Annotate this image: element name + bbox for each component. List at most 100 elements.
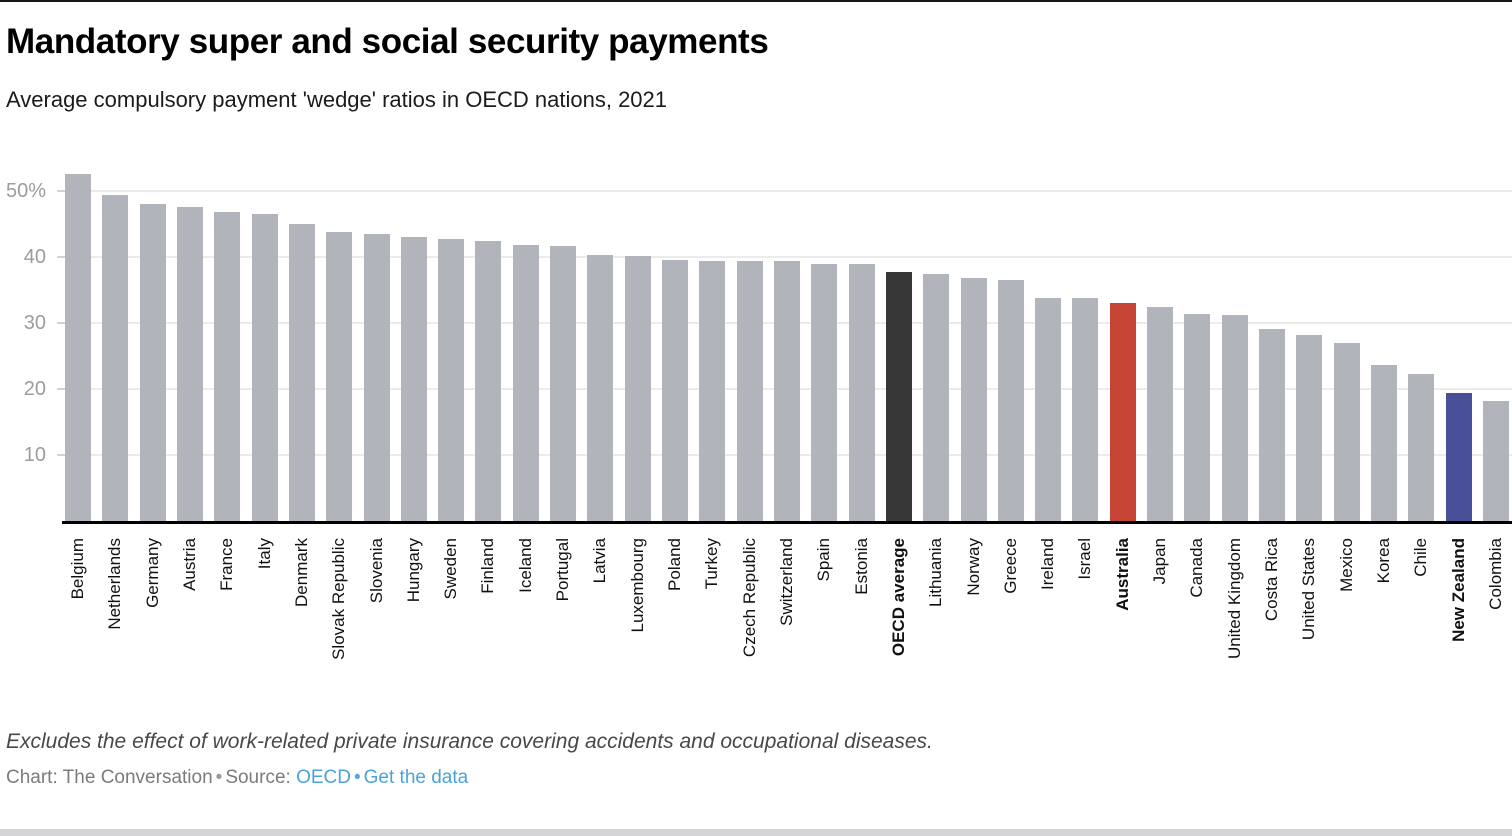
x-label-denmark: Denmark (291, 538, 311, 607)
bar-new-zealand (1445, 393, 1472, 521)
bar-germany (139, 203, 166, 521)
x-label-cell-slovak-republic: Slovak Republic (326, 538, 352, 706)
x-label-cell-greece: Greece (998, 538, 1024, 706)
bar-sweden (438, 238, 465, 521)
bar-france (214, 211, 241, 521)
bar-israel (1072, 298, 1099, 521)
x-label-cell-turkey: Turkey (699, 538, 725, 706)
x-label-cell-canada: Canada (1184, 538, 1210, 706)
x-label-cell-latvia: Latvia (587, 538, 613, 706)
credit-chart-label: Chart: The Conversation (6, 767, 213, 788)
x-label-cell-australia: Australia (1110, 538, 1136, 706)
x-label-austria: Austria (179, 538, 199, 591)
x-label-finland: Finland (478, 538, 498, 594)
y-axis-label-10: 10 (23, 444, 46, 467)
x-label-lithuania: Lithuania (926, 538, 946, 608)
x-label-cell-korea: Korea (1371, 538, 1397, 706)
x-label-australia: Australia (1112, 538, 1132, 611)
x-label-cell-israel: Israel (1072, 538, 1098, 706)
get-the-data-link[interactable]: Get the data (363, 767, 469, 788)
bar-netherlands (102, 195, 129, 521)
bar-spain (811, 263, 838, 521)
x-label-cell-poland: Poland (662, 538, 688, 706)
x-label-cell-costa-rica: Costa Rica (1259, 538, 1285, 706)
x-label-netherlands: Netherlands (105, 538, 125, 630)
x-label-mexico: Mexico (1336, 538, 1356, 592)
x-label-new-zealand: New Zealand (1448, 538, 1468, 642)
x-label-cell-mexico: Mexico (1334, 538, 1360, 706)
chart-footnote: Excludes the effect of work-related priv… (6, 730, 933, 753)
x-label-latvia: Latvia (590, 538, 610, 584)
x-label-cell-united-states: United States (1296, 538, 1322, 706)
top-border (0, 0, 1512, 2)
bar-colombia (1482, 401, 1509, 521)
x-label-cell-colombia: Colombia (1483, 538, 1509, 706)
x-label-belgium: Belgium (68, 538, 87, 600)
x-label-italy: Italy (254, 538, 274, 570)
x-label-cell-spain: Spain (811, 538, 837, 706)
bar-belgium (65, 174, 91, 521)
x-label-switzerland: Switzerland (776, 538, 796, 626)
source-link-oecd[interactable]: OECD (296, 767, 351, 788)
x-label-united-kingdom: United Kingdom (1224, 538, 1244, 659)
x-label-spain: Spain (814, 538, 834, 582)
bar-greece (997, 279, 1024, 521)
bar-canada (1184, 314, 1211, 521)
x-label-cell-austria: Austria (177, 538, 203, 706)
y-axis-tick-20 (57, 388, 67, 391)
chart-title: Mandatory super and social security paym… (6, 22, 769, 61)
x-label-cell-iceland: Iceland (513, 538, 539, 706)
x-label-cell-switzerland: Switzerland (774, 538, 800, 706)
x-label-cell-norway: Norway (961, 538, 987, 706)
x-label-cell-sweden: Sweden (438, 538, 464, 706)
x-label-sweden: Sweden (441, 538, 461, 600)
bottom-divider (0, 829, 1512, 836)
bar-czech-republic (736, 260, 763, 521)
x-axis-line (62, 521, 1512, 524)
x-label-united-states: United States (1299, 538, 1319, 641)
credit-separator-2: • (353, 767, 361, 788)
x-label-cell-lithuania: Lithuania (923, 538, 949, 706)
x-label-cell-slovenia: Slovenia (364, 538, 390, 706)
x-label-greece: Greece (1000, 538, 1020, 594)
credit-line: Chart: The Conversation • Source: OECD • Get… (6, 767, 1512, 789)
x-label-france: France (217, 538, 237, 591)
x-label-estonia: Estonia (851, 538, 871, 595)
y-axis-tick-10 (57, 454, 67, 457)
y-axis-tick-40 (57, 256, 67, 259)
bar-iceland (512, 244, 539, 521)
bar-luxembourg (624, 255, 651, 521)
y-axis-label-20: 20 (23, 378, 46, 401)
bar-japan (1147, 306, 1174, 521)
x-label-cell-germany: Germany (140, 538, 166, 706)
x-label-iceland: Iceland (515, 538, 535, 593)
x-label-cell-netherlands: Netherlands (102, 538, 128, 706)
bar-slovak-republic (326, 232, 353, 521)
bar-switzerland (773, 261, 800, 521)
x-label-cell-finland: Finland (475, 538, 501, 706)
bar-chart: 50% 40 30 20 10 Belgium Netherlands Germany Aus… (0, 165, 1512, 706)
y-axis-label-40: 40 (23, 246, 46, 269)
x-label-cell-new-zealand: New Zealand (1446, 538, 1472, 706)
x-label-cell-czech-republic: Czech Republic (737, 538, 763, 706)
bars-row (62, 165, 1512, 521)
x-label-cell-hungary: Hungary (401, 538, 427, 706)
x-axis-labels: Belgium Netherlands Germany Austria France It… (62, 538, 1512, 706)
bar-estonia (848, 263, 875, 521)
y-axis-tick-50 (57, 190, 67, 193)
bar-finland (475, 241, 502, 521)
credit-source-label: Source: (225, 767, 291, 788)
x-label-cell-estonia: Estonia (849, 538, 875, 706)
x-label-germany: Germany (142, 538, 162, 608)
bar-australia (1109, 303, 1136, 521)
bar-portugal (550, 246, 577, 521)
x-label-canada: Canada (1187, 538, 1207, 598)
bar-costa-rica (1259, 328, 1285, 521)
bar-mexico (1333, 343, 1360, 521)
x-label-colombia: Colombia (1485, 538, 1505, 610)
x-label-chile: Chile (1411, 538, 1431, 577)
bar-poland (662, 259, 688, 521)
y-axis-label-50: 50% (5, 180, 46, 203)
x-label-oecd-average: OECD average (888, 538, 908, 657)
bar-oecd-average (885, 272, 912, 521)
